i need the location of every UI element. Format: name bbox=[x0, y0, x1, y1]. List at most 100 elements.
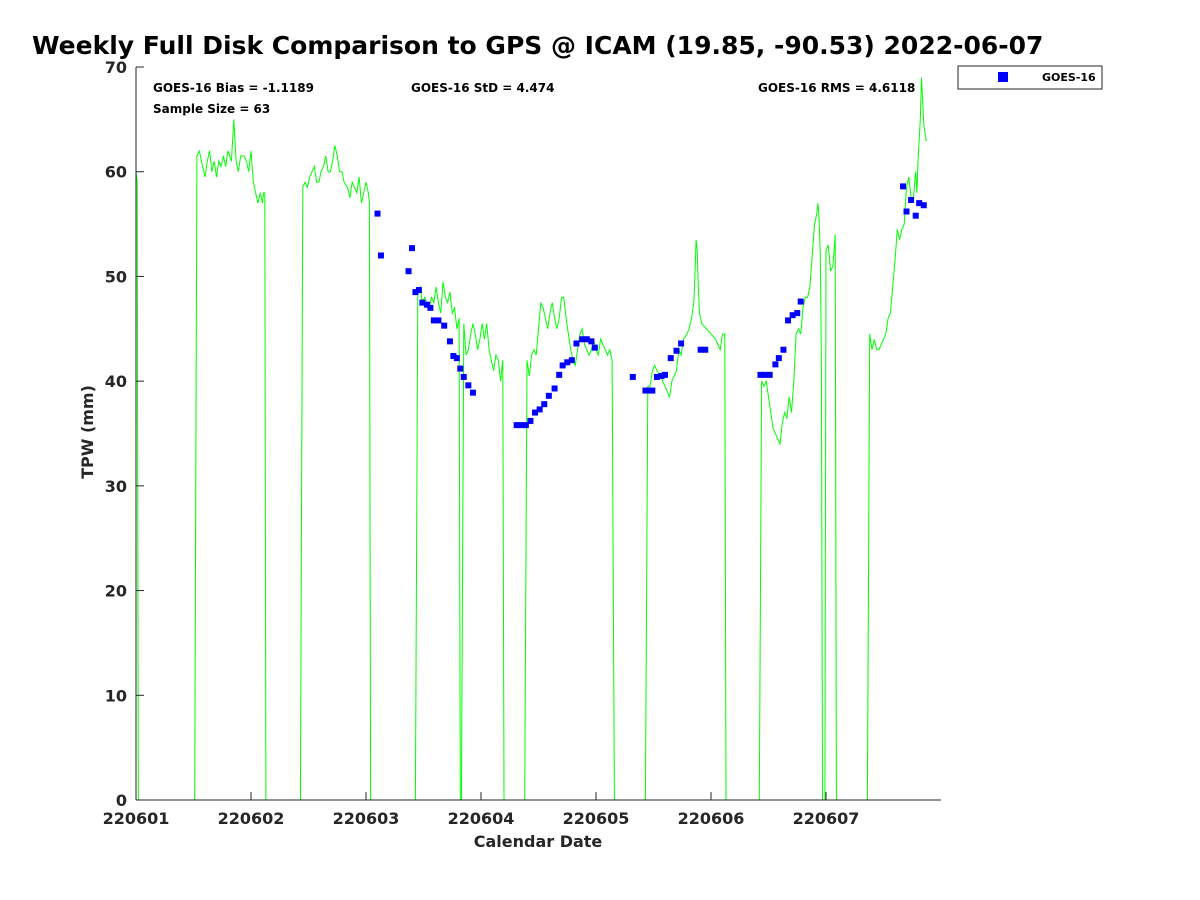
goes16-point bbox=[642, 387, 649, 394]
y-tick-label: 40 bbox=[105, 372, 127, 391]
goes16-point bbox=[532, 409, 539, 416]
goes16-point bbox=[518, 422, 525, 429]
goes16-point bbox=[678, 340, 685, 347]
gps-line-segment bbox=[460, 323, 505, 801]
goes16-point bbox=[551, 385, 558, 392]
goes16-point bbox=[775, 355, 782, 362]
goes16-point bbox=[374, 210, 381, 217]
goes16-point bbox=[908, 196, 915, 203]
goes16-point bbox=[583, 336, 590, 343]
legend-label-goes16: GOES-16 bbox=[1042, 71, 1096, 84]
goes16-point bbox=[757, 371, 764, 378]
plot-background bbox=[136, 67, 941, 800]
goes16-point bbox=[789, 312, 796, 319]
goes16-point bbox=[423, 301, 430, 308]
x-tick-label: 220604 bbox=[448, 809, 515, 828]
goes16-point bbox=[415, 287, 422, 294]
goes16-point bbox=[450, 353, 457, 360]
goes16-point bbox=[667, 355, 674, 362]
goes16-point bbox=[527, 417, 534, 424]
goes16-point bbox=[559, 362, 566, 369]
goes16-point bbox=[912, 212, 919, 219]
goes16-point bbox=[766, 371, 773, 378]
y-tick-label: 30 bbox=[105, 477, 127, 496]
y-tick-label: 50 bbox=[105, 267, 127, 286]
goes16-point bbox=[556, 371, 563, 378]
goes16-point bbox=[545, 392, 552, 399]
plot-area: 0 10 20 30 40 50 60 70 220601 220602 220603 220604 2… bbox=[103, 58, 941, 828]
goes16-point bbox=[541, 401, 548, 408]
gps-line-segment bbox=[824, 234, 837, 801]
goes16-point bbox=[465, 382, 472, 389]
goes16-point bbox=[697, 346, 704, 353]
x-tick-label: 220601 bbox=[103, 809, 170, 828]
chart-title: Weekly Full Disk Comparison to GPS @ ICA… bbox=[32, 31, 1043, 60]
legend: GOES-16 bbox=[957, 65, 1103, 90]
x-tick-label: 220607 bbox=[793, 809, 860, 828]
goes16-point bbox=[430, 317, 437, 324]
bias-stat: GOES-16 Bias = -1.1189 bbox=[153, 81, 314, 95]
goes16-point bbox=[702, 346, 709, 353]
goes16-point bbox=[453, 355, 460, 362]
goes16-point bbox=[522, 422, 529, 429]
x-tick-label: 220603 bbox=[333, 809, 400, 828]
goes16-marker-layer bbox=[374, 183, 927, 429]
gps-line-segment bbox=[866, 77, 928, 801]
goes16-point bbox=[568, 357, 575, 364]
axis-ticks: 0 10 20 30 40 50 60 70 220601 220602 220603 220604 2… bbox=[103, 58, 860, 828]
goes16-point bbox=[435, 317, 442, 324]
goes16-point bbox=[900, 183, 907, 190]
goes16-point bbox=[653, 373, 660, 380]
goes16-point bbox=[377, 252, 384, 259]
goes16-point bbox=[579, 336, 586, 343]
gps-line-segment bbox=[299, 145, 372, 801]
goes16-point bbox=[412, 289, 419, 296]
goes16-point bbox=[794, 310, 801, 317]
goes16-point bbox=[645, 387, 652, 394]
goes16-point bbox=[513, 422, 520, 429]
goes16-point bbox=[662, 371, 668, 378]
goes16-point bbox=[780, 346, 787, 353]
goes16-point bbox=[469, 389, 476, 396]
goes16-point bbox=[658, 372, 665, 379]
goes16-point bbox=[564, 359, 571, 366]
goes16-point bbox=[446, 338, 453, 345]
goes16-point bbox=[573, 340, 580, 347]
goes16-point bbox=[916, 200, 923, 207]
gps-line-segment bbox=[524, 296, 615, 801]
goes16-point bbox=[409, 245, 415, 252]
goes16-point bbox=[920, 202, 927, 209]
y-tick-label: 60 bbox=[105, 163, 127, 182]
goes16-point bbox=[785, 317, 792, 324]
y-tick-label: 0 bbox=[116, 791, 127, 810]
y-axis-label: TPW (mm) bbox=[78, 385, 97, 479]
gps-line-segment bbox=[758, 203, 823, 801]
legend-marker-goes16 bbox=[998, 72, 1008, 82]
goes16-point bbox=[673, 347, 680, 354]
gps-line-segment bbox=[644, 239, 727, 801]
goes16-point bbox=[591, 344, 598, 351]
gps-line-segment bbox=[194, 119, 267, 801]
goes16-point bbox=[441, 322, 448, 329]
rms-stat: GOES-16 RMS = 4.6118 bbox=[758, 81, 915, 95]
y-tick-label: 20 bbox=[105, 582, 127, 601]
y-tick-label: 70 bbox=[105, 58, 127, 77]
goes16-point bbox=[762, 371, 769, 378]
goes16-point bbox=[588, 338, 595, 345]
x-tick-label: 220606 bbox=[678, 809, 745, 828]
x-axis-label: Calendar Date bbox=[474, 832, 603, 851]
y-tick-label: 10 bbox=[105, 686, 127, 705]
x-tick-label: 220602 bbox=[218, 809, 285, 828]
goes16-point bbox=[460, 373, 467, 380]
sample-size-stat: Sample Size = 63 bbox=[153, 102, 270, 116]
goes16-point bbox=[419, 299, 426, 306]
legend-box bbox=[957, 65, 1103, 90]
std-stat: GOES-16 StD = 4.474 bbox=[411, 81, 554, 95]
goes16-point bbox=[629, 373, 636, 380]
goes16-point bbox=[903, 208, 910, 215]
goes16-point bbox=[772, 361, 779, 368]
goes16-point bbox=[427, 304, 434, 311]
goes16-point bbox=[649, 387, 656, 394]
x-tick-label: 220605 bbox=[563, 809, 630, 828]
